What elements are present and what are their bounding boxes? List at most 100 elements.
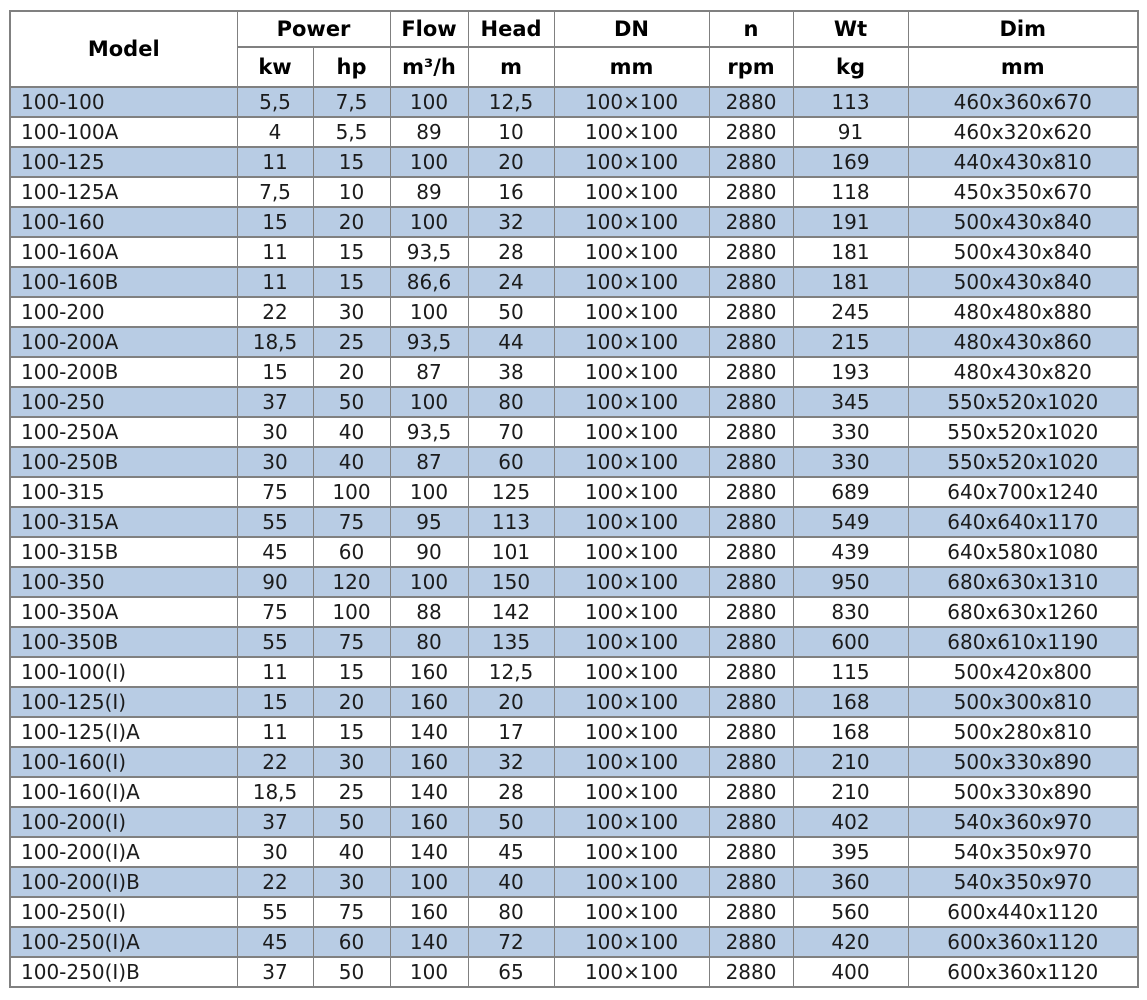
- cell-dim: 680x610x1190: [907, 626, 1139, 658]
- cell-hp: 100: [312, 476, 391, 508]
- cell-head: 60: [467, 446, 555, 478]
- cell-dn: 100×100: [553, 476, 710, 508]
- cell-wt: 113: [792, 86, 909, 118]
- table-row: 100-125A 7,5 10 89 16 100×100 2880 118 450x350x6…: [9, 176, 1139, 208]
- cell-hp: 30: [312, 296, 391, 328]
- cell-head: 38: [467, 356, 555, 388]
- cell-dn: 100×100: [553, 536, 710, 568]
- cell-dn: 100×100: [553, 146, 710, 178]
- cell-dim: 550x520x1020: [907, 446, 1139, 478]
- cell-hp: 100: [312, 596, 391, 628]
- table-row: 100-160(I)A 18,5 25 140 28 100×100 2880 210 500x…: [9, 776, 1139, 808]
- cell-dim: 600x360x1120: [907, 926, 1139, 958]
- cell-dim: 640x580x1080: [907, 536, 1139, 568]
- cell-dim: 500x430x840: [907, 236, 1139, 268]
- cell-n: 2880: [708, 716, 794, 748]
- cell-model: 100-200(I)A: [9, 836, 238, 868]
- cell-flow: 93,5: [389, 236, 469, 268]
- cell-n: 2880: [708, 776, 794, 808]
- cell-dim: 600x360x1120: [907, 956, 1139, 988]
- cell-wt: 830: [792, 596, 909, 628]
- cell-flow: 160: [389, 806, 469, 838]
- cell-flow: 89: [389, 116, 469, 148]
- table-row: 100-250 37 50 100 80 100×100 2880 345 550x520x10…: [9, 386, 1139, 418]
- cell-head: 72: [467, 926, 555, 958]
- cell-head: 80: [467, 386, 555, 418]
- cell-model: 100-350A: [9, 596, 238, 628]
- cell-model: 100-250A: [9, 416, 238, 448]
- table-row: 100-200(I) 37 50 160 50 100×100 2880 402 540x360…: [9, 806, 1139, 838]
- cell-hp: 25: [312, 326, 391, 358]
- cell-dim: 640x700x1240: [907, 476, 1139, 508]
- cell-wt: 168: [792, 686, 909, 718]
- cell-head: 32: [467, 746, 555, 778]
- table-row: 100-250(I)B 37 50 100 65 100×100 2880 400 600x36…: [9, 956, 1139, 988]
- cell-hp: 25: [312, 776, 391, 808]
- cell-kw: 4: [236, 116, 314, 148]
- cell-dn: 100×100: [553, 356, 710, 388]
- cell-model: 100-250(I)B: [9, 956, 238, 988]
- cell-hp: 7,5: [312, 86, 391, 118]
- cell-head: 10: [467, 116, 555, 148]
- cell-hp: 15: [312, 146, 391, 178]
- cell-model: 100-315B: [9, 536, 238, 568]
- cell-model: 100-100A: [9, 116, 238, 148]
- cell-head: 28: [467, 236, 555, 268]
- cell-kw: 18,5: [236, 776, 314, 808]
- cell-dim: 640x640x1170: [907, 506, 1139, 538]
- cell-wt: 400: [792, 956, 909, 988]
- cell-model: 100-250(I): [9, 896, 238, 928]
- cell-model: 100-125: [9, 146, 238, 178]
- cell-model: 100-200A: [9, 326, 238, 358]
- cell-hp: 15: [312, 656, 391, 688]
- header-flow: Flow: [389, 10, 469, 48]
- cell-dim: 680x630x1260: [907, 596, 1139, 628]
- cell-flow: 160: [389, 896, 469, 928]
- table-row: 100-350 90 120 100 150 100×100 2880 950 680x630x…: [9, 566, 1139, 598]
- table-row: 100-250(I)A 45 60 140 72 100×100 2880 420 600x36…: [9, 926, 1139, 958]
- table-row: 100-160 15 20 100 32 100×100 2880 191 500x430x84…: [9, 206, 1139, 238]
- table-row: 100-315B 45 60 90 101 100×100 2880 439 640x580x1…: [9, 536, 1139, 568]
- cell-head: 40: [467, 866, 555, 898]
- cell-dim: 540x360x970: [907, 806, 1139, 838]
- cell-head: 125: [467, 476, 555, 508]
- cell-n: 2880: [708, 326, 794, 358]
- cell-n: 2880: [708, 266, 794, 298]
- cell-n: 2880: [708, 866, 794, 898]
- cell-dn: 100×100: [553, 896, 710, 928]
- cell-n: 2880: [708, 956, 794, 988]
- cell-wt: 215: [792, 326, 909, 358]
- cell-kw: 22: [236, 296, 314, 328]
- cell-head: 101: [467, 536, 555, 568]
- cell-dn: 100×100: [553, 176, 710, 208]
- cell-wt: 439: [792, 536, 909, 568]
- cell-wt: 115: [792, 656, 909, 688]
- cell-model: 100-315A: [9, 506, 238, 538]
- header-row-units: kw hp m³/h m mm rpm kg mm: [10, 46, 1139, 88]
- cell-hp: 60: [312, 926, 391, 958]
- cell-flow: 160: [389, 686, 469, 718]
- cell-head: 150: [467, 566, 555, 598]
- cell-hp: 75: [312, 896, 391, 928]
- cell-n: 2880: [708, 296, 794, 328]
- header-dim: Dim: [907, 10, 1139, 48]
- cell-head: 17: [467, 716, 555, 748]
- header-power: Power: [236, 10, 391, 48]
- cell-kw: 18,5: [236, 326, 314, 358]
- cell-flow: 100: [389, 86, 469, 118]
- cell-n: 2880: [708, 236, 794, 268]
- cell-wt: 395: [792, 836, 909, 868]
- table-row: 100-200(I)A 30 40 140 45 100×100 2880 395 540x35…: [9, 836, 1139, 868]
- table-row: 100-100(I) 11 15 160 12,5 100×100 2880 115 500x4…: [9, 656, 1139, 688]
- cell-dim: 500x330x890: [907, 746, 1139, 778]
- cell-hp: 75: [312, 626, 391, 658]
- cell-flow: 100: [389, 476, 469, 508]
- cell-wt: 193: [792, 356, 909, 388]
- cell-kw: 55: [236, 506, 314, 538]
- cell-flow: 90: [389, 536, 469, 568]
- cell-wt: 168: [792, 716, 909, 748]
- cell-dn: 100×100: [553, 236, 710, 268]
- cell-head: 16: [467, 176, 555, 208]
- cell-wt: 91: [792, 116, 909, 148]
- cell-kw: 15: [236, 206, 314, 238]
